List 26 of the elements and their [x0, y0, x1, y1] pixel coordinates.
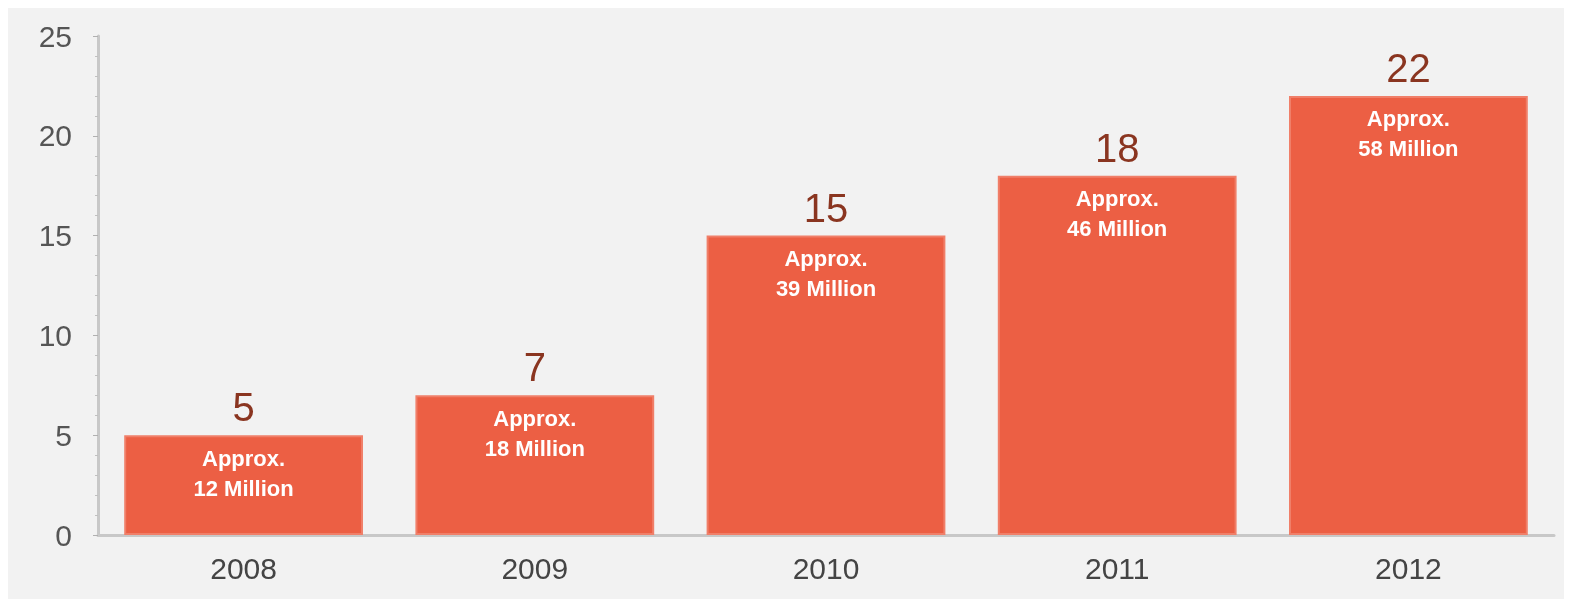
y-tick-label: 10: [38, 318, 72, 352]
x-tick-label: 2012: [1375, 551, 1442, 585]
data-label: 22: [1386, 45, 1431, 90]
annotation: Approx. 46 Million: [1067, 186, 1168, 242]
y-tick-label: 15: [38, 219, 72, 253]
data-label: 5: [232, 385, 255, 430]
bar: [1289, 95, 1528, 535]
annotation: Approx. 18 Million: [484, 405, 585, 461]
bar: [706, 235, 946, 535]
annotation: Approx. 39 Million: [775, 246, 877, 302]
x-tick-label: 2011: [1084, 551, 1150, 585]
data-label: 7: [523, 345, 546, 390]
bar: [997, 175, 1237, 535]
annotation: Approx. 58 Million: [1358, 106, 1459, 162]
y-tick-label: 5: [55, 418, 72, 452]
data-label: 18: [1094, 125, 1140, 170]
bar: [124, 435, 363, 535]
bar: [415, 395, 655, 535]
y-tick-label: 25: [38, 19, 72, 53]
x-tick-label: 2009: [501, 551, 569, 585]
x-tick-label: 2008: [210, 551, 277, 585]
x-tick-label: 2010: [792, 551, 860, 585]
annotation: Approx. 12 Million: [193, 445, 294, 501]
data-label: 15: [803, 185, 849, 230]
y-tick-label: 0: [55, 518, 72, 552]
y-tick-label: 20: [38, 119, 72, 153]
